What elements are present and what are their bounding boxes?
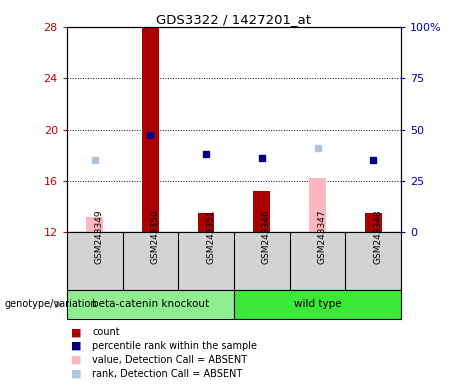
Bar bbox=[198, 213, 214, 232]
Bar bbox=[234, 290, 401, 319]
Text: GSM243349: GSM243349 bbox=[95, 210, 104, 264]
Bar bbox=[86, 217, 103, 232]
Text: GSM243348: GSM243348 bbox=[373, 210, 382, 264]
Text: beta-catenin knockout: beta-catenin knockout bbox=[92, 299, 209, 310]
Text: value, Detection Call = ABSENT: value, Detection Call = ABSENT bbox=[92, 355, 247, 365]
Bar bbox=[254, 191, 270, 232]
Text: wild type: wild type bbox=[294, 299, 341, 310]
Text: percentile rank within the sample: percentile rank within the sample bbox=[92, 341, 257, 351]
Bar bbox=[309, 179, 326, 232]
Text: ■: ■ bbox=[71, 369, 82, 379]
Title: GDS3322 / 1427201_at: GDS3322 / 1427201_at bbox=[156, 13, 312, 26]
Bar bbox=[365, 213, 382, 232]
Text: count: count bbox=[92, 327, 120, 337]
Text: GSM243346: GSM243346 bbox=[262, 210, 271, 264]
Text: ■: ■ bbox=[71, 341, 82, 351]
Bar bbox=[142, 27, 159, 232]
Text: genotype/variation: genotype/variation bbox=[5, 299, 97, 310]
Text: GSM243351: GSM243351 bbox=[206, 210, 215, 264]
Bar bbox=[67, 290, 234, 319]
Text: ■: ■ bbox=[71, 327, 82, 337]
Text: rank, Detection Call = ABSENT: rank, Detection Call = ABSENT bbox=[92, 369, 242, 379]
Text: GSM243347: GSM243347 bbox=[318, 210, 326, 264]
Text: ■: ■ bbox=[71, 355, 82, 365]
Text: GSM243350: GSM243350 bbox=[150, 210, 160, 264]
